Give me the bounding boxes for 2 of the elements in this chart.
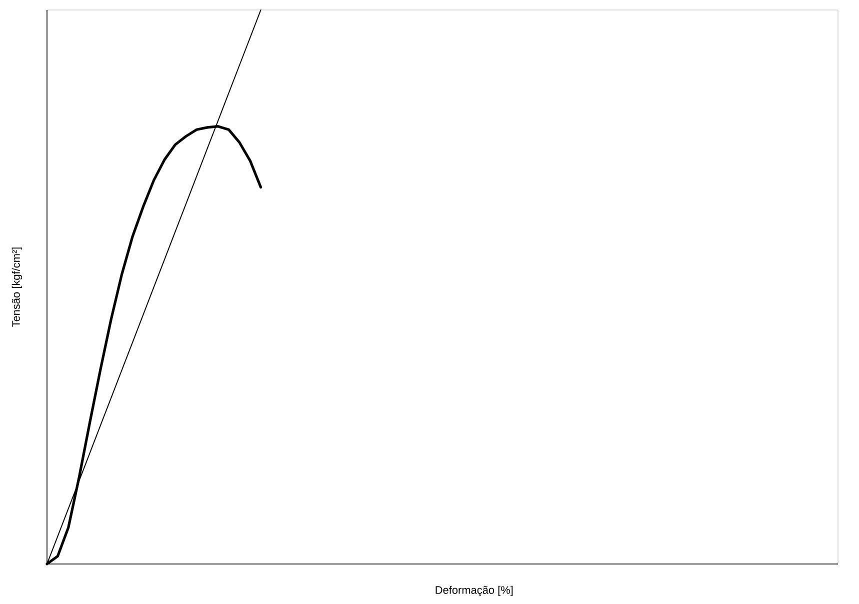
y-axis-title: Tensão [kgf/cm²] xyxy=(12,248,22,327)
x-axis-title: Deformação [%] xyxy=(436,586,513,596)
